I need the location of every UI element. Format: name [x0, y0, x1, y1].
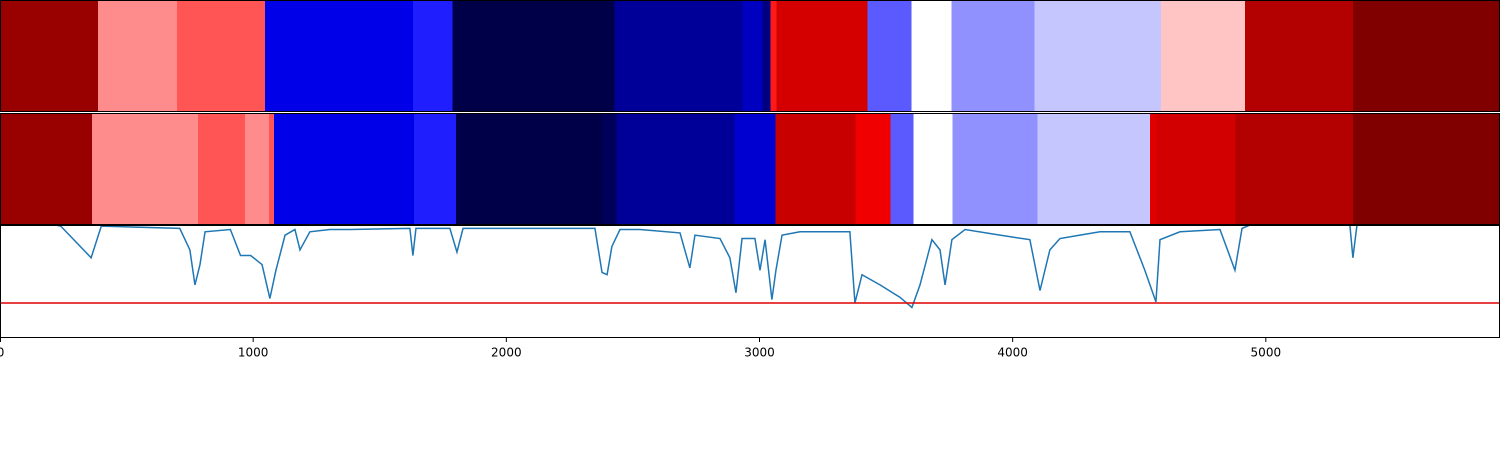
band-strips — [0, 0, 1500, 225]
band-segment — [952, 113, 1038, 225]
x-tick-label: 1000 — [238, 346, 269, 360]
band-segment — [775, 113, 856, 225]
band-segment — [452, 0, 615, 112]
x-tick-label: 2000 — [491, 346, 522, 360]
band-segment — [616, 113, 735, 225]
band-segment — [245, 113, 270, 225]
band-segment — [1235, 113, 1353, 225]
band-segment — [602, 113, 617, 225]
band-segment — [913, 113, 953, 225]
band-segment — [867, 0, 912, 112]
band-segment — [911, 0, 952, 112]
x-tick-label: 4000 — [997, 346, 1028, 360]
band-segment — [742, 0, 763, 112]
band-segment — [269, 113, 275, 225]
band-segment — [456, 113, 603, 225]
band-segment — [1156, 113, 1236, 225]
band-segment — [414, 113, 457, 225]
band-segment — [97, 0, 178, 112]
band-segment — [1352, 113, 1500, 225]
band-segment — [1244, 0, 1353, 112]
line-panel — [0, 225, 1500, 309]
x-tick-label: 3000 — [744, 346, 775, 360]
x-axis: 0 1000 2000 3000 4000 5000 — [0, 338, 1281, 360]
band-segment — [855, 113, 891, 225]
band-segment — [614, 0, 743, 112]
panel-frame — [0, 225, 1500, 338]
band-segment — [274, 113, 415, 225]
band-segment — [1149, 113, 1157, 225]
band-segment — [92, 113, 199, 225]
band-segment — [1352, 0, 1500, 112]
band-segment — [1034, 0, 1161, 112]
band-segment — [198, 113, 246, 225]
band-segment — [762, 0, 771, 112]
x-tick-label: 0 — [0, 346, 4, 360]
band-segment — [265, 0, 414, 112]
band-segment — [1160, 0, 1245, 112]
band-segment — [776, 0, 868, 112]
band-segment — [770, 0, 777, 112]
band-segment — [0, 113, 93, 225]
x-tick-label: 5000 — [1251, 346, 1282, 360]
band-segment — [413, 0, 453, 112]
band-segment — [951, 0, 1035, 112]
series-line — [0, 225, 1500, 309]
band-segment — [1037, 113, 1150, 225]
band-segment — [177, 0, 266, 112]
band-segment — [734, 113, 776, 225]
band-segment — [890, 113, 914, 225]
band-segment — [0, 0, 98, 112]
